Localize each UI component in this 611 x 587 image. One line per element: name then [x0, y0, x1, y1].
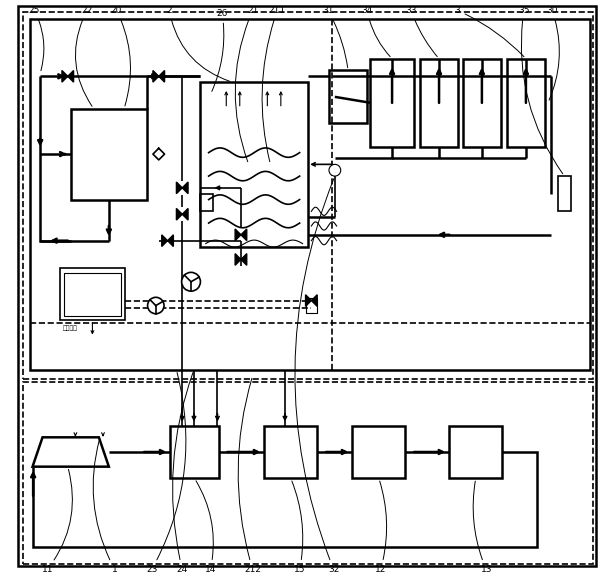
- Text: 212: 212: [238, 379, 261, 574]
- Text: 26: 26: [212, 9, 228, 92]
- Polygon shape: [306, 295, 312, 306]
- Text: 23: 23: [146, 373, 186, 574]
- Bar: [170, 426, 219, 478]
- Polygon shape: [32, 437, 109, 467]
- Polygon shape: [167, 235, 174, 247]
- Text: 20: 20: [111, 6, 131, 106]
- Bar: [29, 19, 590, 370]
- Text: 24: 24: [172, 372, 193, 574]
- Bar: [265, 426, 317, 478]
- Polygon shape: [162, 235, 167, 247]
- Circle shape: [148, 298, 164, 314]
- Polygon shape: [182, 208, 188, 220]
- Text: 31: 31: [322, 6, 348, 68]
- Text: 14: 14: [196, 481, 216, 574]
- Polygon shape: [182, 182, 188, 194]
- Text: 15: 15: [292, 481, 306, 574]
- Polygon shape: [159, 70, 164, 82]
- Text: 35: 35: [518, 6, 563, 174]
- Circle shape: [181, 272, 200, 291]
- Polygon shape: [68, 70, 73, 82]
- Bar: [71, 109, 147, 200]
- Polygon shape: [177, 182, 182, 194]
- Text: 生产污水: 生产污水: [63, 326, 78, 332]
- Text: 34: 34: [362, 6, 390, 57]
- Polygon shape: [312, 295, 317, 306]
- Text: 11: 11: [42, 470, 73, 574]
- Bar: [23, 382, 593, 564]
- Bar: [507, 59, 545, 147]
- Text: 25: 25: [29, 6, 44, 70]
- Bar: [558, 176, 571, 211]
- Bar: [306, 298, 317, 313]
- Polygon shape: [235, 254, 241, 265]
- Bar: [200, 194, 213, 211]
- Polygon shape: [241, 229, 247, 241]
- Polygon shape: [177, 208, 182, 220]
- Bar: [353, 426, 405, 478]
- Circle shape: [329, 164, 341, 176]
- Text: 30: 30: [546, 6, 559, 100]
- Text: 32: 32: [295, 178, 339, 574]
- Bar: [200, 82, 309, 247]
- Text: 22: 22: [75, 6, 93, 106]
- Text: 12: 12: [375, 481, 387, 574]
- Text: 3: 3: [454, 6, 524, 57]
- Bar: [23, 12, 593, 379]
- Text: 211: 211: [262, 6, 286, 161]
- Polygon shape: [241, 254, 247, 265]
- Text: 33: 33: [406, 6, 437, 56]
- Bar: [60, 268, 125, 320]
- Bar: [64, 273, 121, 316]
- Text: 2: 2: [167, 6, 230, 82]
- Text: 13: 13: [473, 481, 492, 574]
- Bar: [463, 59, 501, 147]
- Polygon shape: [235, 229, 241, 241]
- Bar: [420, 59, 458, 147]
- Bar: [370, 59, 414, 147]
- Bar: [449, 426, 502, 478]
- Polygon shape: [62, 70, 68, 82]
- Text: 21: 21: [235, 6, 258, 162]
- Polygon shape: [153, 70, 159, 82]
- Text: 1: 1: [93, 440, 117, 574]
- Bar: [329, 70, 367, 123]
